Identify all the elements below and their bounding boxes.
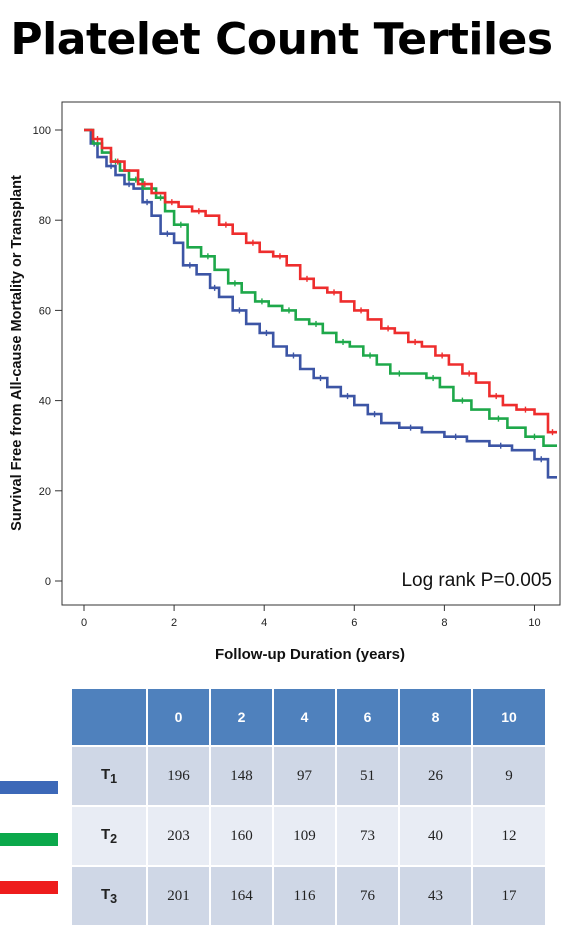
y-tick-label: 40 xyxy=(39,396,51,408)
table-cell: 97 xyxy=(274,747,335,805)
header-cell: 4 xyxy=(274,689,335,745)
table-cell: 73 xyxy=(337,807,398,865)
table-cell: 26 xyxy=(400,747,471,805)
table-row: T3 201 164 116 76 43 17 xyxy=(72,867,545,925)
legend-swatch-t2 xyxy=(0,833,58,846)
y-tick-label: 80 xyxy=(39,215,51,227)
table-cell: 109 xyxy=(274,807,335,865)
x-axis-label: Follow-up Duration (years) xyxy=(215,646,405,663)
table-cell: 164 xyxy=(211,867,272,925)
header-cell xyxy=(72,689,146,745)
table-cell: 9 xyxy=(473,747,545,805)
table-cell: 116 xyxy=(274,867,335,925)
table-header-row: 0 2 4 6 8 10 xyxy=(72,689,545,745)
table-cell: 201 xyxy=(148,867,209,925)
axes: 0 20 40 60 80 100 0 2 4 6 8 10 xyxy=(33,125,541,629)
row-label: T1 xyxy=(72,747,146,805)
header-cell: 10 xyxy=(473,689,545,745)
y-tick-label: 60 xyxy=(39,305,51,317)
table-cell: 203 xyxy=(148,807,209,865)
table-cell: 12 xyxy=(473,807,545,865)
table-cell: 196 xyxy=(148,747,209,805)
legend-swatch-t3 xyxy=(0,881,58,894)
table-cell: 51 xyxy=(337,747,398,805)
survival-curve-2 xyxy=(84,128,557,447)
x-tick-label: 4 xyxy=(261,617,267,629)
row-label: T3 xyxy=(72,867,146,925)
header-cell: 6 xyxy=(337,689,398,745)
annotation-log-rank: Log rank P=0.005 xyxy=(401,570,552,591)
y-tick-label: 20 xyxy=(39,486,51,498)
header-cell: 2 xyxy=(211,689,272,745)
survival-chart: 0 20 40 60 80 100 0 2 4 6 8 10 Log rank P=0.005 Fol… xyxy=(9,101,561,663)
x-tick-label: 0 xyxy=(81,617,87,629)
at-risk-section: 0 2 4 6 8 10 T1 196 148 97 51 26 9 T2 20… xyxy=(0,683,563,931)
table-cell: 160 xyxy=(211,807,272,865)
row-label: T2 xyxy=(72,807,146,865)
y-tick-label: 100 xyxy=(33,125,51,137)
survival-curve-3 xyxy=(84,128,557,434)
header-cell: 8 xyxy=(400,689,471,745)
x-tick-label: 8 xyxy=(441,617,447,629)
header-cell: 0 xyxy=(148,689,209,745)
table-cell: 43 xyxy=(400,867,471,925)
table-cell: 17 xyxy=(473,867,545,925)
table-row: T2 203 160 109 73 40 12 xyxy=(72,807,545,865)
table-cell: 76 xyxy=(337,867,398,925)
legend-swatch-t1 xyxy=(0,781,58,794)
y-axis-label: Survival Free from All-cause Mortality o… xyxy=(9,175,25,531)
x-tick-label: 2 xyxy=(171,617,177,629)
x-tick-label: 6 xyxy=(351,617,357,629)
table-row: T1 196 148 97 51 26 9 xyxy=(72,747,545,805)
survival-curves xyxy=(84,128,557,479)
table-cell: 40 xyxy=(400,807,471,865)
plot-frame xyxy=(61,101,561,606)
page-title: Platelet Count Tertiles xyxy=(10,14,553,65)
table-cell: 148 xyxy=(211,747,272,805)
x-tick-label: 10 xyxy=(528,617,540,629)
y-tick-label: 0 xyxy=(45,576,51,588)
number-at-risk-table: 0 2 4 6 8 10 T1 196 148 97 51 26 9 T2 20… xyxy=(70,687,547,927)
